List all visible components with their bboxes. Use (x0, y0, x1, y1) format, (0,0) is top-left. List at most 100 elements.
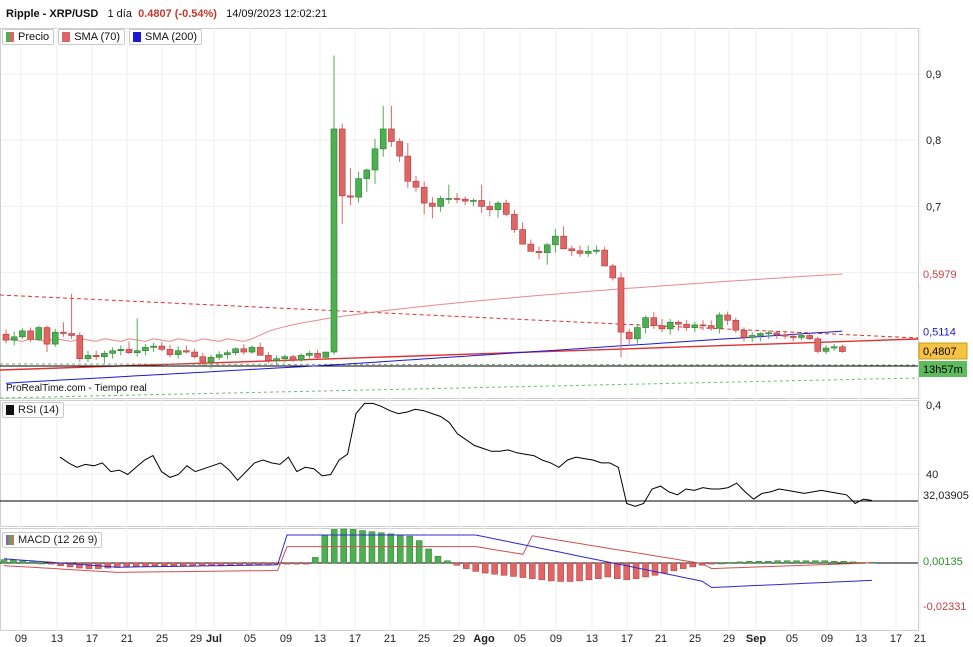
x-tick-label: 13 (855, 633, 867, 645)
macd-histogram-bar (387, 533, 395, 564)
candle-body (675, 321, 682, 325)
macd-histogram-bar (38, 562, 45, 565)
x-tick-label: 21 (121, 633, 133, 645)
x-tick-label: 13 (314, 633, 326, 645)
macd-histogram-bar (632, 562, 640, 579)
candle-body (716, 314, 723, 329)
timestamp: 14/09/2023 12:02:21 (226, 8, 328, 20)
candle-body (101, 353, 108, 357)
candle-body (535, 251, 543, 254)
legend-sma70[interactable]: SMA (70) (58, 29, 126, 45)
candle-body (322, 351, 330, 358)
candle-body (798, 335, 805, 338)
macd-histogram-bar (463, 562, 470, 569)
macd-histogram-bar (132, 562, 140, 567)
candle-body (388, 128, 395, 142)
candle-body (338, 128, 346, 197)
macd-histogram-bar (481, 562, 489, 574)
last-price-tag: 0,4807 (918, 342, 968, 360)
x-tick-label: 17 (86, 633, 98, 645)
macd-histogram-bar (76, 562, 83, 569)
candle-body (51, 331, 59, 345)
candle-body (765, 332, 772, 335)
candle-body (166, 349, 174, 355)
sma200-price-tag-text: 0,5114 (923, 326, 956, 338)
instrument-name: Ripple - XRP/USD (6, 8, 99, 20)
candle-body (199, 356, 207, 363)
sma200-price-tag-box (919, 323, 967, 340)
candle-body (404, 155, 412, 182)
macd-histogram-bar (425, 548, 432, 564)
macd-histogram-bar (283, 562, 291, 565)
macd-legend[interactable]: MACD (12 26 9) (2, 532, 103, 548)
candle-body (445, 198, 453, 200)
sma70-price-tag-text: 0,5979 (923, 269, 957, 281)
x-tick-label: 25 (156, 633, 168, 645)
candle-body (560, 235, 567, 250)
y-tick-label: 0,8 (926, 135, 941, 147)
candle-body (593, 249, 600, 252)
x-tick-label: 05 (514, 633, 526, 645)
macd-histogram-bar (585, 562, 593, 581)
candle-body (68, 333, 75, 336)
candle-body (601, 249, 608, 267)
x-tick-label: 05 (244, 633, 256, 645)
candle-body (617, 277, 625, 333)
macd-histogram-bar (236, 562, 244, 565)
price-legend: Precio SMA (70) SMA (200) (2, 29, 203, 45)
candle-body (814, 338, 822, 352)
sma70-line (5, 273, 843, 342)
legend-price[interactable]: Precio (2, 29, 55, 45)
candle-body (117, 349, 125, 352)
candle-body (420, 186, 428, 204)
macd-histogram-bar (264, 562, 272, 565)
macd-histogram-bar (217, 562, 225, 566)
macd-histogram-bar (293, 562, 300, 565)
macd-histogram-bar (746, 561, 753, 564)
candle-body (273, 358, 280, 361)
macd-histogram-bar (802, 560, 810, 564)
macd-histogram-bar (849, 561, 857, 564)
candle-body (461, 198, 469, 202)
macd-histogram-bar (755, 561, 763, 564)
candle-body (519, 229, 526, 245)
candle-body (371, 148, 379, 171)
macd-histogram-bar (547, 562, 555, 582)
macd-histogram-bar (444, 560, 451, 564)
macd-histogram-bar (783, 560, 791, 564)
macd-histogram-bar (47, 562, 55, 565)
macd-histogram-bar (246, 562, 253, 565)
macd-histogram-bar (576, 562, 583, 582)
macd-histogram-bar (529, 562, 536, 579)
price-swatch-icon (6, 32, 14, 42)
x-tick-label: 09 (15, 633, 27, 645)
macd-histogram-bar (821, 560, 829, 564)
countdown-tag-box (919, 361, 967, 377)
countdown-tag-text: 13h57m (923, 364, 963, 376)
macd-histogram-bar (680, 562, 687, 569)
legend-sma200[interactable]: SMA (200) (129, 29, 203, 45)
x-tick-label: 29 (723, 633, 735, 645)
x-tick-label: 29 (453, 633, 465, 645)
candle-body (494, 202, 502, 211)
candle-body (133, 350, 141, 354)
macd-histogram-bar (180, 562, 187, 567)
candle-body (757, 333, 764, 336)
macd-label: MACD (12 26 9) (18, 534, 98, 546)
macd-hist-value-label: 0,00135 (923, 556, 963, 568)
candle-body (363, 169, 371, 179)
candle-body (215, 354, 223, 358)
candle-body (740, 329, 748, 338)
candle-body (748, 335, 756, 338)
x-tick-label: 25 (418, 633, 430, 645)
macd-histogram-bar (670, 562, 678, 572)
macd-histogram-bar (66, 562, 74, 568)
x-tick-label: 21 (384, 633, 396, 645)
candle-body (568, 248, 576, 252)
y-tick-label: 0,7 (926, 201, 941, 213)
candle-body (19, 330, 26, 338)
rsi-legend[interactable]: RSI (14) (2, 402, 64, 418)
candle-body (43, 327, 51, 345)
candle-body (683, 323, 690, 328)
